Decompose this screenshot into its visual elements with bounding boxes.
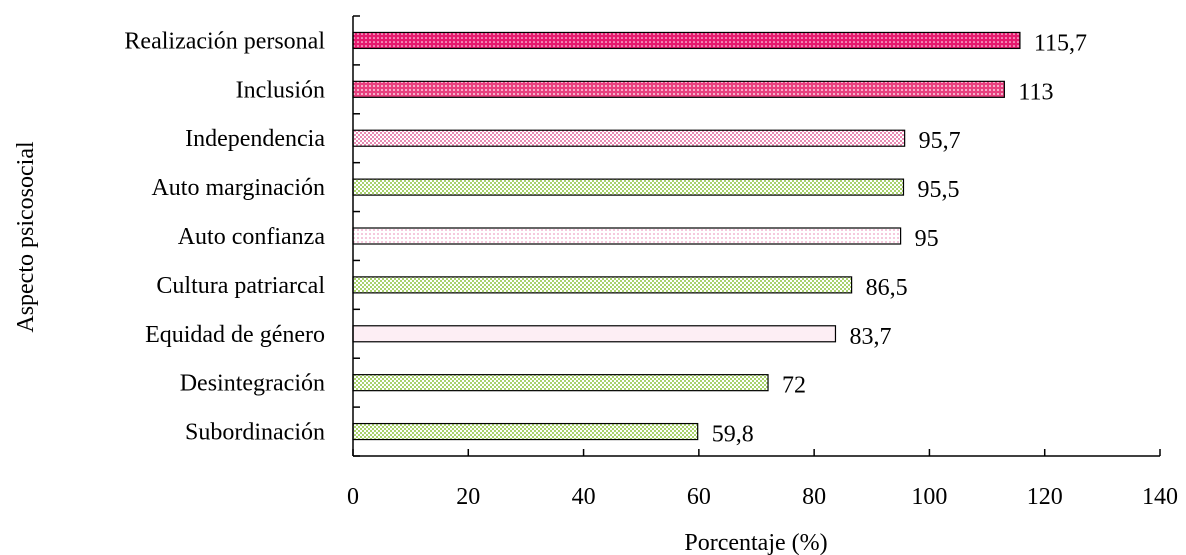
x-axis-title: Porcentaje (%) (684, 530, 827, 555)
bar-8 (352, 422, 699, 441)
bar-3 (352, 178, 905, 196)
category-label-7: Desintegración (180, 371, 325, 397)
data-label-3: 95,5 (917, 177, 959, 203)
category-labels: Realización personal Inclusión Independenc… (124, 28, 325, 445)
x-tick-label-1: 20 (456, 484, 480, 510)
data-label-0: 115,7 (1034, 30, 1087, 56)
data-label-1: 113 (1018, 79, 1053, 105)
x-tick-label-4: 80 (802, 484, 826, 510)
data-label-4: 95 (915, 226, 939, 252)
x-tick-label-2: 40 (572, 484, 596, 510)
x-tick-label-5: 100 (911, 484, 947, 510)
category-label-5: Cultura patriarcal (156, 273, 325, 299)
category-label-3: Auto marginación (151, 175, 325, 201)
category-label-4: Auto confianza (178, 224, 326, 250)
data-label-2: 95,7 (919, 128, 961, 154)
data-label-5: 86,5 (866, 275, 908, 301)
x-tick-label-3: 60 (687, 484, 711, 510)
category-label-0: Realización personal (124, 28, 325, 54)
x-tick-label-7: 140 (1142, 484, 1178, 510)
category-label-1: Inclusión (236, 77, 325, 103)
data-label-7: 72 (782, 373, 806, 399)
bar-2 (352, 129, 906, 147)
data-labels: 115,7 113 95,7 95,5 95 86,5 83,7 72 59,8 (712, 30, 1087, 447)
x-tick-label-0: 0 (347, 484, 359, 510)
bar-0 (352, 31, 1021, 50)
bar-4 (352, 227, 902, 245)
data-label-6: 83,7 (849, 324, 891, 350)
bar-7 (352, 374, 769, 392)
x-tick-label-6: 120 (1027, 484, 1063, 510)
data-label-8: 59,8 (712, 422, 754, 448)
category-label-8: Subordinación (185, 420, 325, 446)
y-axis-title: Aspecto psicosocial (13, 141, 39, 333)
category-label-6: Equidad de género (145, 322, 325, 348)
bar-5 (352, 276, 853, 294)
bar-1 (352, 80, 1005, 98)
category-label-2: Independencia (185, 126, 325, 152)
x-axis-ticks: 0 20 40 60 80 100 120 140 (347, 449, 1178, 510)
bar-6 (352, 325, 837, 343)
